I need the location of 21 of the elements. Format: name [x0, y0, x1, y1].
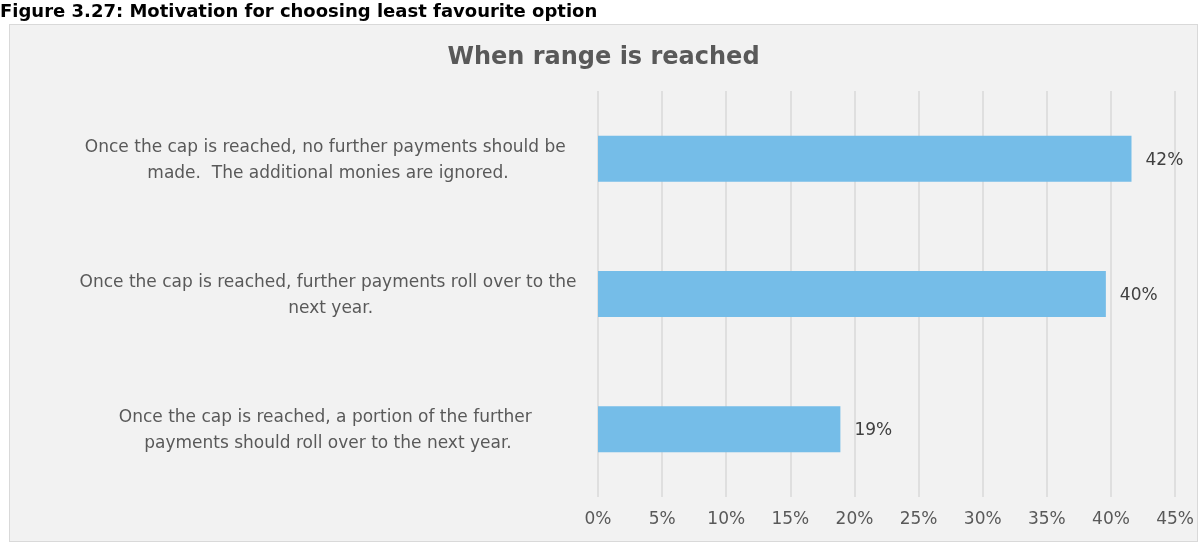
x-tick-label: 15%	[771, 507, 810, 528]
data-label: 19%	[854, 419, 893, 440]
y-tick-label: Once the cap is reached, no further payments should be made. The additional monies are ignored.	[84, 135, 572, 182]
x-tick-label: 0%	[584, 507, 612, 528]
x-tick-label: 45%	[1156, 507, 1195, 528]
x-tick-label: 30%	[963, 507, 1002, 528]
x-tick-label: 5%	[648, 507, 676, 528]
x-tick-label: 25%	[899, 507, 938, 528]
bar	[598, 271, 1106, 317]
y-tick-label: Once the cap is reached, a portion of the further payments should roll over to the next year.	[118, 406, 538, 453]
bar	[598, 406, 841, 453]
y-tick-label: Once the cap is reached, further payments roll over to the next year.	[79, 271, 577, 317]
data-label: 40%	[1119, 284, 1158, 304]
text: Figure 3.27: Motivation for choosing least favourite option	[0, 0, 598, 21]
x-tick-label: 40%	[1092, 507, 1130, 528]
chart-subtitle: When range is reached	[447, 42, 760, 70]
x-tick-label: 35%	[1027, 507, 1066, 528]
x-tick-label: 10%	[707, 507, 746, 528]
data-label: 42%	[1145, 148, 1184, 169]
bar	[598, 135, 1132, 182]
x-tick-label: 20%	[835, 507, 874, 528]
